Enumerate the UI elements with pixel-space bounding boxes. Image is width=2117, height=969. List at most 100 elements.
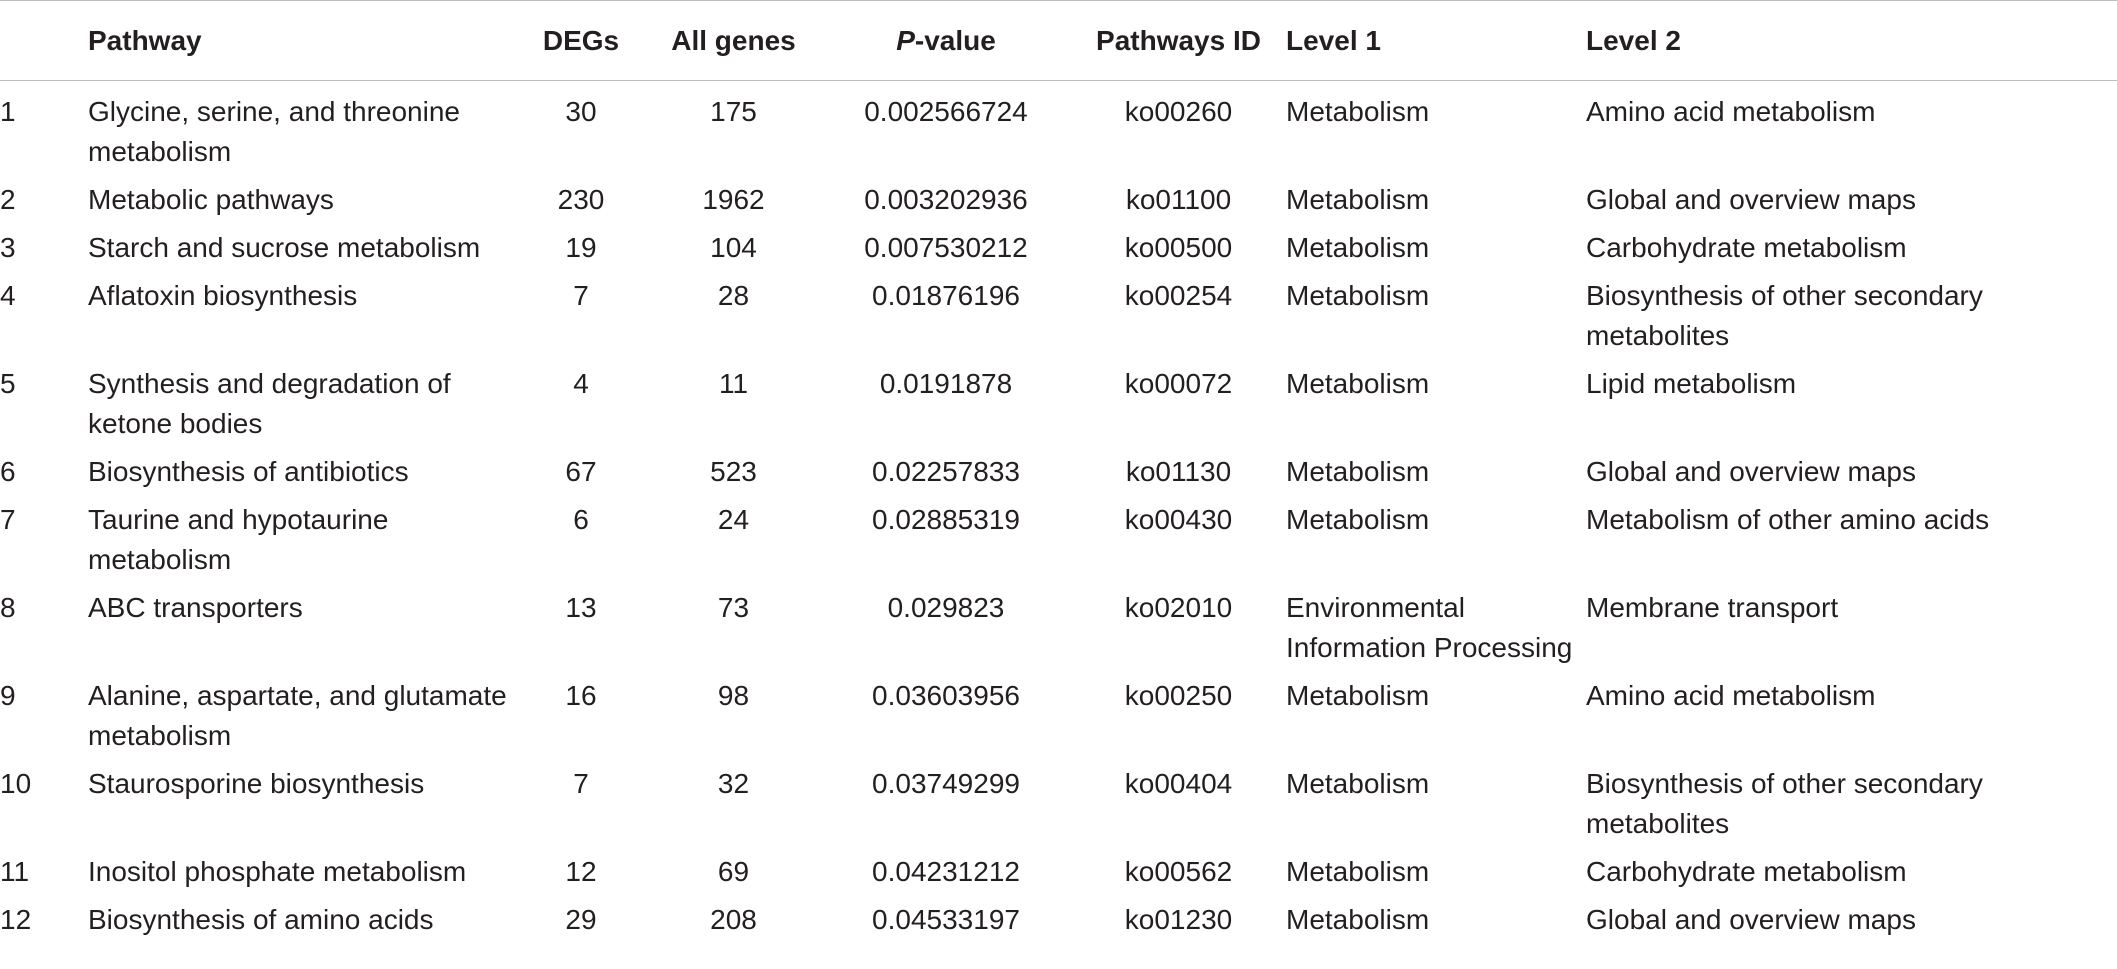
cell-p-value: 0.007530212 — [864, 232, 1028, 263]
cell-pathways-id: ko00254 — [1124, 280, 1233, 311]
cell-all-genes: 104 — [710, 232, 757, 263]
cell-pathway: ABC transporters — [88, 592, 303, 623]
cell-index: 2 — [0, 184, 16, 215]
cell-index: 11 — [0, 856, 30, 887]
cell-all-genes: 28 — [717, 280, 750, 311]
table-row: 11 Inositol phosphate metabolism 12 69 0.042… — [0, 848, 2117, 896]
header-degs: DEGs — [516, 0, 646, 81]
cell-index: 1 — [0, 96, 16, 127]
cell-all-genes: 523 — [710, 456, 757, 487]
cell-p-value: 0.0191878 — [879, 368, 1013, 399]
cell-pathway: Inositol phosphate metabolism — [88, 856, 467, 887]
cell-all-genes: 11 — [718, 368, 749, 399]
table-row: 10 Staurosporine biosynthesis 7 32 0.0374929… — [0, 760, 2117, 848]
kegg-pathway-table: Pathway DEGs All genes P-value Pathways … — [0, 0, 2117, 945]
cell-degs: 230 — [557, 184, 605, 215]
header-index — [0, 0, 88, 81]
cell-pathway: Staurosporine biosynthesis — [88, 768, 425, 799]
cell-level-1: Metabolism — [1286, 232, 1430, 263]
cell-level-2: Biosynthesis of other secondary metaboli… — [1586, 280, 1983, 351]
cell-index: 7 — [0, 504, 16, 535]
cell-pathway: Aflatoxin biosynthesis — [88, 280, 358, 311]
cell-degs: 13 — [565, 592, 597, 623]
cell-all-genes: 208 — [710, 904, 757, 935]
cell-level-1: Metabolism — [1286, 904, 1430, 935]
cell-pathway: Starch and sucrose metabolism — [88, 232, 481, 263]
table-row: 9 Alanine, aspartate, and glutamate metab… — [0, 672, 2117, 760]
cell-pathways-id: ko01100 — [1125, 184, 1232, 215]
cell-p-value: 0.01876196 — [872, 280, 1020, 311]
cell-pathways-id: ko00404 — [1124, 768, 1233, 799]
header-p-value-rest: -value — [914, 25, 996, 56]
cell-index: 10 — [0, 768, 32, 799]
cell-pathway: Alanine, aspartate, and glutamate metabo… — [88, 680, 507, 751]
header-row: Pathway DEGs All genes P-value Pathways … — [0, 0, 2117, 81]
cell-level-1: Metabolism — [1286, 368, 1430, 399]
cell-degs: 6 — [573, 504, 589, 535]
cell-all-genes: 98 — [717, 680, 750, 711]
cell-index: 5 — [0, 368, 16, 399]
cell-p-value: 0.03603956 — [872, 680, 1020, 711]
cell-level-2: Amino acid metabolism — [1586, 96, 1876, 127]
cell-degs: 29 — [565, 904, 597, 935]
cell-index: 3 — [0, 232, 16, 263]
table-row: 2 Metabolic pathways 230 1962 0.003202936 ko0… — [0, 176, 2117, 224]
cell-all-genes: 24 — [717, 504, 750, 535]
cell-all-genes: 69 — [717, 856, 750, 887]
header-pathway: Pathway — [88, 0, 516, 81]
cell-level-1: Metabolism — [1286, 280, 1430, 311]
cell-level-2: Membrane transport — [1586, 592, 1839, 623]
cell-p-value: 0.03749299 — [872, 768, 1020, 799]
cell-pathway: Biosynthesis of amino acids — [88, 904, 434, 935]
cell-level-2: Amino acid metabolism — [1586, 680, 1876, 711]
cell-level-2: Carbohydrate metabolism — [1586, 232, 1907, 263]
cell-p-value: 0.02257833 — [872, 456, 1020, 487]
cell-pathways-id: ko00250 — [1124, 680, 1233, 711]
cell-level-1: Metabolism — [1286, 856, 1430, 887]
cell-level-2: Metabolism of other amino acids — [1586, 504, 1990, 535]
cell-level-1: Environmental Information Processing — [1286, 592, 1573, 663]
cell-degs: 19 — [565, 232, 597, 263]
cell-index: 9 — [0, 680, 16, 711]
cell-pathways-id: ko01230 — [1124, 904, 1233, 935]
cell-index: 6 — [0, 456, 16, 487]
cell-level-2: Lipid metabolism — [1586, 368, 1797, 399]
cell-pathways-id: ko00430 — [1124, 504, 1233, 535]
cell-degs: 67 — [565, 456, 597, 487]
cell-pathways-id: ko01130 — [1125, 456, 1232, 487]
cell-p-value: 0.04533197 — [872, 904, 1020, 935]
cell-pathways-id: ko00260 — [1124, 96, 1233, 127]
table-row: 4 Aflatoxin biosynthesis 7 28 0.01876196 ko00… — [0, 272, 2117, 360]
cell-level-1: Metabolism — [1286, 768, 1430, 799]
table-row: 7 Taurine and hypotaurine metabolism 6 24 0.… — [0, 496, 2117, 584]
cell-degs: 16 — [565, 680, 597, 711]
cell-level-2: Global and overview maps — [1586, 904, 1916, 935]
cell-all-genes: 32 — [717, 768, 750, 799]
cell-degs: 7 — [573, 768, 589, 799]
cell-pathway: Glycine, serine, and threonine metabolis… — [88, 96, 460, 167]
cell-pathway: Taurine and hypotaurine metabolism — [88, 504, 389, 575]
table-row: 3 Starch and sucrose metabolism 19 104 0.007… — [0, 224, 2117, 272]
cell-p-value: 0.003202936 — [864, 184, 1028, 215]
cell-pathways-id: ko02010 — [1124, 592, 1233, 623]
header-p-value-italic: P — [896, 25, 915, 56]
cell-pathway: Metabolic pathways — [88, 184, 334, 215]
header-p-value: P-value — [821, 0, 1071, 81]
cell-degs: 4 — [573, 368, 589, 399]
header-pathways-id: Pathways ID — [1071, 0, 1286, 81]
cell-pathways-id: ko00562 — [1124, 856, 1233, 887]
cell-p-value: 0.002566724 — [864, 96, 1028, 127]
cell-all-genes: 73 — [717, 592, 750, 623]
cell-degs: 30 — [565, 96, 597, 127]
table-row: 6 Biosynthesis of antibiotics 67 523 0.02257… — [0, 448, 2117, 496]
cell-level-1: Metabolism — [1286, 456, 1430, 487]
header-level-1: Level 1 — [1286, 0, 1586, 81]
cell-p-value: 0.04231212 — [872, 856, 1020, 887]
cell-all-genes: 1962 — [702, 184, 765, 215]
table-row: 1 Glycine, serine, and threonine metaboli… — [0, 81, 2117, 177]
table-header: Pathway DEGs All genes P-value Pathways … — [0, 0, 2117, 81]
table-body: 1 Glycine, serine, and threonine metaboli… — [0, 81, 2117, 945]
cell-pathway: Synthesis and degradation of ketone bodi… — [88, 368, 451, 439]
cell-index: 8 — [0, 592, 16, 623]
